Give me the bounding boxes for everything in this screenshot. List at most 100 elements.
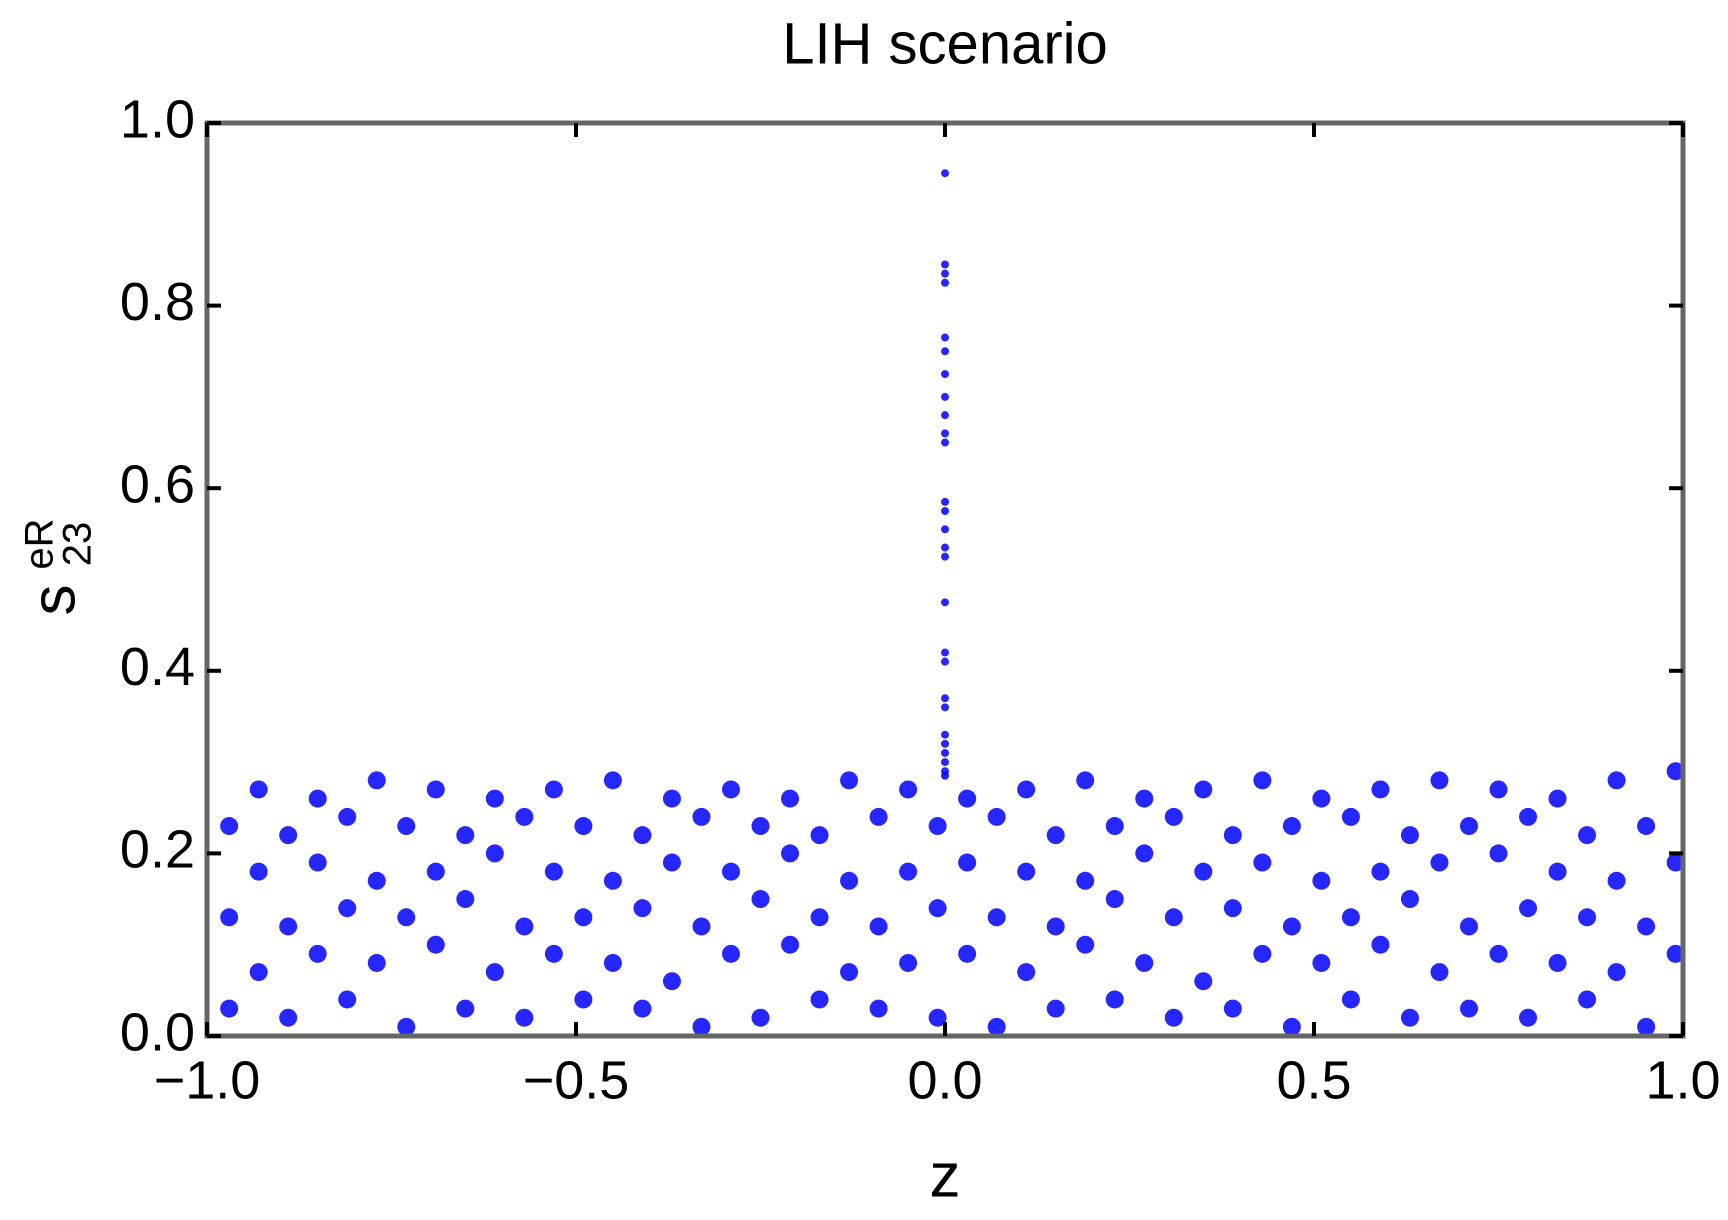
point <box>1637 1017 1656 1036</box>
point <box>1164 807 1183 826</box>
point <box>367 771 386 790</box>
point <box>397 908 416 927</box>
y-label-sup: eR <box>18 518 62 569</box>
x-axis-label: z <box>930 1141 961 1210</box>
point <box>1282 917 1301 936</box>
point <box>308 789 327 808</box>
point <box>1489 844 1508 863</box>
point <box>1341 990 1360 1009</box>
point <box>338 990 357 1009</box>
point <box>1046 999 1065 1018</box>
point <box>1430 771 1449 790</box>
y-label-sub: 23 <box>56 522 100 567</box>
point <box>958 944 977 963</box>
point <box>1105 890 1124 909</box>
point <box>633 899 652 918</box>
point <box>721 944 740 963</box>
point <box>721 862 740 881</box>
x-tick-label: 1.0 <box>1645 1050 1720 1110</box>
point <box>1017 862 1036 881</box>
y-tick-label: 0.0 <box>120 1002 195 1062</box>
point <box>1400 890 1419 909</box>
point <box>941 758 949 767</box>
point <box>515 917 534 936</box>
point <box>941 392 949 401</box>
point <box>1578 990 1597 1009</box>
point <box>941 260 949 269</box>
point <box>220 817 239 836</box>
point <box>899 862 918 881</box>
point <box>1017 780 1036 799</box>
point <box>1341 908 1360 927</box>
point <box>603 953 622 972</box>
point <box>941 525 949 534</box>
point <box>426 780 445 799</box>
point <box>781 789 800 808</box>
point <box>1282 817 1301 836</box>
point <box>367 871 386 890</box>
point <box>928 817 947 836</box>
point <box>941 739 949 748</box>
point <box>869 999 888 1018</box>
point <box>456 826 475 845</box>
point <box>426 935 445 954</box>
point <box>220 908 239 927</box>
point <box>367 953 386 972</box>
point <box>941 552 949 561</box>
point <box>941 730 949 739</box>
point <box>1400 826 1419 845</box>
point <box>397 1017 416 1036</box>
point <box>1548 953 1567 972</box>
point <box>1282 1017 1301 1036</box>
point <box>1135 844 1154 863</box>
x-tick-label: 0.0 <box>907 1050 982 1110</box>
point <box>1519 1008 1538 1027</box>
point <box>928 899 947 918</box>
point <box>1312 789 1331 808</box>
point <box>249 780 268 799</box>
point <box>1164 1008 1183 1027</box>
point <box>249 963 268 982</box>
chart-title: LIH scenario <box>782 11 1108 76</box>
x-tick-label: −0.5 <box>523 1050 630 1110</box>
point <box>1194 972 1213 991</box>
point <box>1430 963 1449 982</box>
point <box>1430 853 1449 872</box>
point <box>1548 862 1567 881</box>
point <box>1017 963 1036 982</box>
point <box>692 807 711 826</box>
point <box>987 908 1006 927</box>
point <box>958 789 977 808</box>
point <box>941 370 949 379</box>
point <box>1578 908 1597 927</box>
point <box>928 1008 947 1027</box>
point <box>1519 807 1538 826</box>
point <box>751 890 770 909</box>
point <box>1341 807 1360 826</box>
point <box>1459 999 1478 1018</box>
point <box>751 1008 770 1027</box>
point <box>840 871 859 890</box>
point <box>941 598 949 607</box>
point <box>899 953 918 972</box>
point <box>574 908 593 927</box>
point <box>485 963 504 982</box>
point <box>1548 789 1567 808</box>
point <box>1253 853 1272 872</box>
point <box>941 771 949 780</box>
point <box>941 169 949 178</box>
point <box>721 780 740 799</box>
point <box>810 826 829 845</box>
point <box>1046 917 1065 936</box>
point <box>1194 780 1213 799</box>
point <box>941 694 949 703</box>
y-tick-label: 0.4 <box>120 637 195 697</box>
point <box>1135 789 1154 808</box>
point <box>941 347 949 356</box>
point <box>633 999 652 1018</box>
point <box>603 871 622 890</box>
point <box>987 807 1006 826</box>
point <box>840 963 859 982</box>
point <box>1046 826 1065 845</box>
point <box>941 657 949 666</box>
